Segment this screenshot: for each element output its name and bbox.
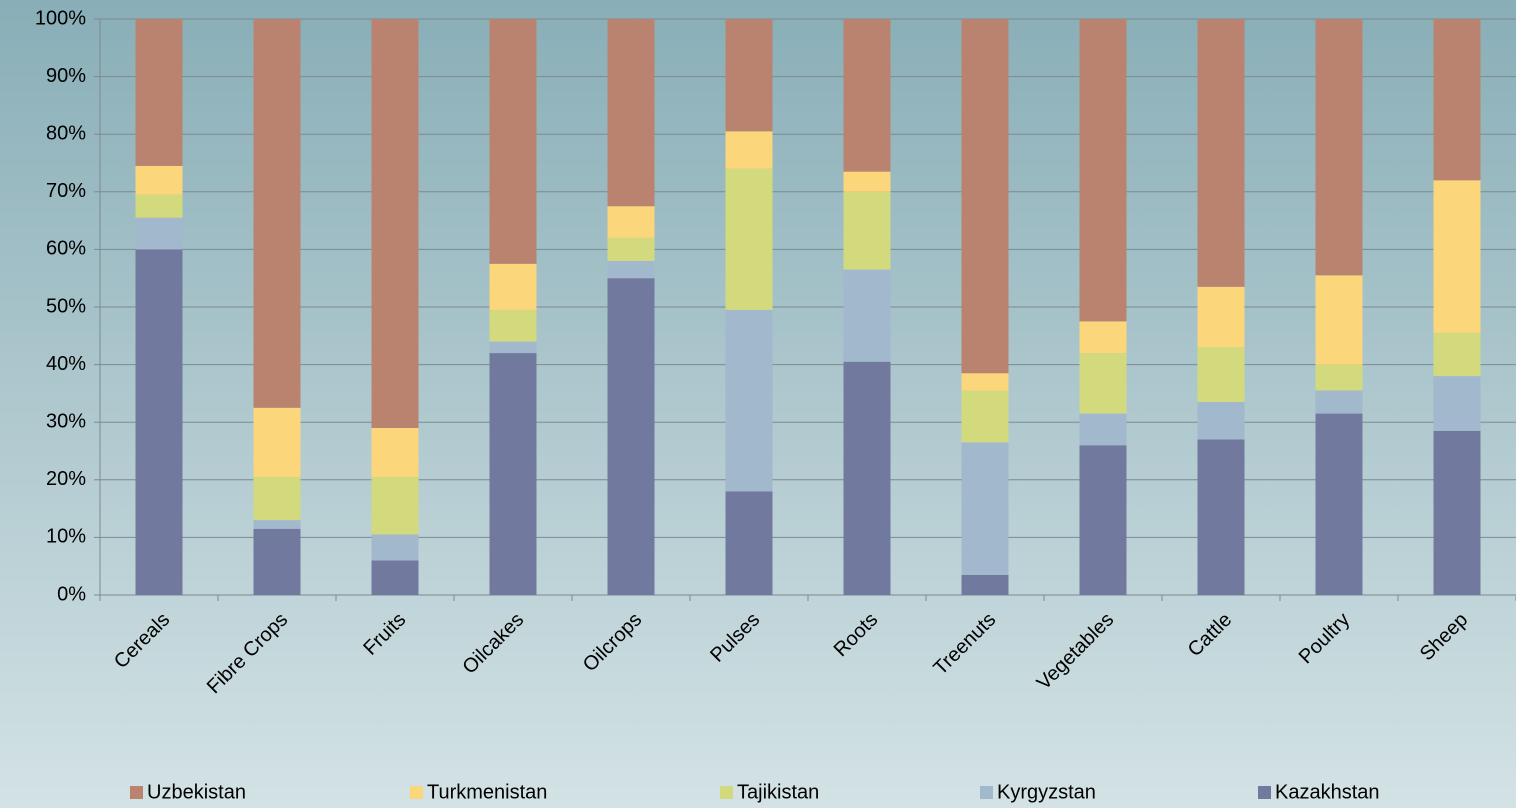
legend-label: Uzbekistan — [147, 781, 246, 803]
bar-segment — [253, 19, 301, 408]
y-tick-label: 0% — [57, 583, 86, 605]
bar-segment — [725, 168, 773, 310]
y-tick-label: 20% — [46, 468, 86, 490]
bar-segment — [1197, 347, 1245, 403]
bar-segment — [607, 19, 655, 207]
legend-label: Kazakhstan — [1275, 781, 1380, 803]
bar-segment — [725, 19, 773, 132]
bar-segment — [1433, 430, 1481, 595]
bar-segment — [1079, 353, 1127, 414]
bar-segment — [489, 263, 537, 310]
bar-segment — [489, 309, 537, 342]
bar-segment — [961, 19, 1009, 374]
bar-segment — [1197, 19, 1245, 287]
bar-segment — [607, 237, 655, 261]
bar-segment — [1433, 19, 1481, 181]
bar-segment — [961, 390, 1009, 443]
bar-segment — [1315, 275, 1363, 365]
bar-segment — [1315, 390, 1363, 414]
y-tick-label: 90% — [46, 65, 86, 87]
bar-segment — [961, 574, 1009, 595]
bar-segment — [725, 309, 773, 492]
y-tick-label: 50% — [46, 295, 86, 317]
y-tick-label: 60% — [46, 238, 86, 260]
bar-segment — [961, 373, 1009, 391]
legend-label: Turkmenistan — [427, 781, 547, 803]
bar-segment — [489, 341, 537, 354]
bar-segment — [843, 361, 891, 595]
legend-label: Kyrgyzstan — [997, 781, 1096, 803]
y-tick-label: 30% — [46, 410, 86, 432]
y-tick-label: 70% — [46, 180, 86, 202]
bar-segment — [1079, 321, 1127, 354]
y-tick-label: 40% — [46, 353, 86, 375]
bar-segment — [1197, 402, 1245, 440]
y-tick-label: 80% — [46, 122, 86, 144]
bar-segment — [1433, 332, 1481, 377]
bar-segment — [1079, 413, 1127, 446]
y-tick-label: 100% — [35, 7, 86, 29]
bar-segment — [1315, 19, 1363, 276]
bar-segment — [843, 269, 891, 362]
bar-segment — [1315, 413, 1363, 595]
bar-segment — [607, 278, 655, 595]
bar-segment — [843, 19, 891, 172]
legend-swatch — [410, 786, 423, 799]
bar-segment — [1433, 376, 1481, 431]
bar-segment — [1197, 286, 1245, 348]
bar-segment — [961, 442, 1009, 575]
legend-label: Tajikistan — [737, 781, 819, 803]
bar-segment — [135, 165, 183, 195]
bar-segment — [253, 528, 301, 595]
bar-segment — [253, 407, 301, 477]
y-tick-label: 10% — [46, 526, 86, 548]
bar-segment — [725, 491, 773, 595]
bar-segment — [371, 19, 419, 428]
bar-segment — [135, 19, 183, 166]
bar-segment — [607, 206, 655, 238]
bar-segment — [1079, 445, 1127, 595]
bar-segment — [1315, 364, 1363, 391]
bar-segment — [253, 520, 301, 529]
bar-segment — [135, 249, 183, 595]
bar-segment — [489, 353, 537, 595]
bar-segment — [371, 534, 419, 561]
bar-segment — [135, 194, 183, 218]
bar-segment — [371, 427, 419, 477]
bar-segment — [725, 131, 773, 169]
legend-swatch — [980, 786, 993, 799]
bar-segment — [1079, 19, 1127, 322]
legend-swatch — [720, 786, 733, 799]
bar-segment — [489, 19, 537, 264]
bar-segment — [1433, 180, 1481, 333]
bar-segment — [371, 560, 419, 595]
bar-segment — [135, 217, 183, 250]
legend-swatch — [1258, 786, 1271, 799]
legend-swatch — [130, 786, 143, 799]
bar-segment — [371, 476, 419, 535]
bar-segment — [843, 171, 891, 192]
bar-segment — [1197, 439, 1245, 595]
bar-segment — [843, 191, 891, 270]
bar-segment — [607, 260, 655, 279]
bar-segment — [253, 476, 301, 521]
